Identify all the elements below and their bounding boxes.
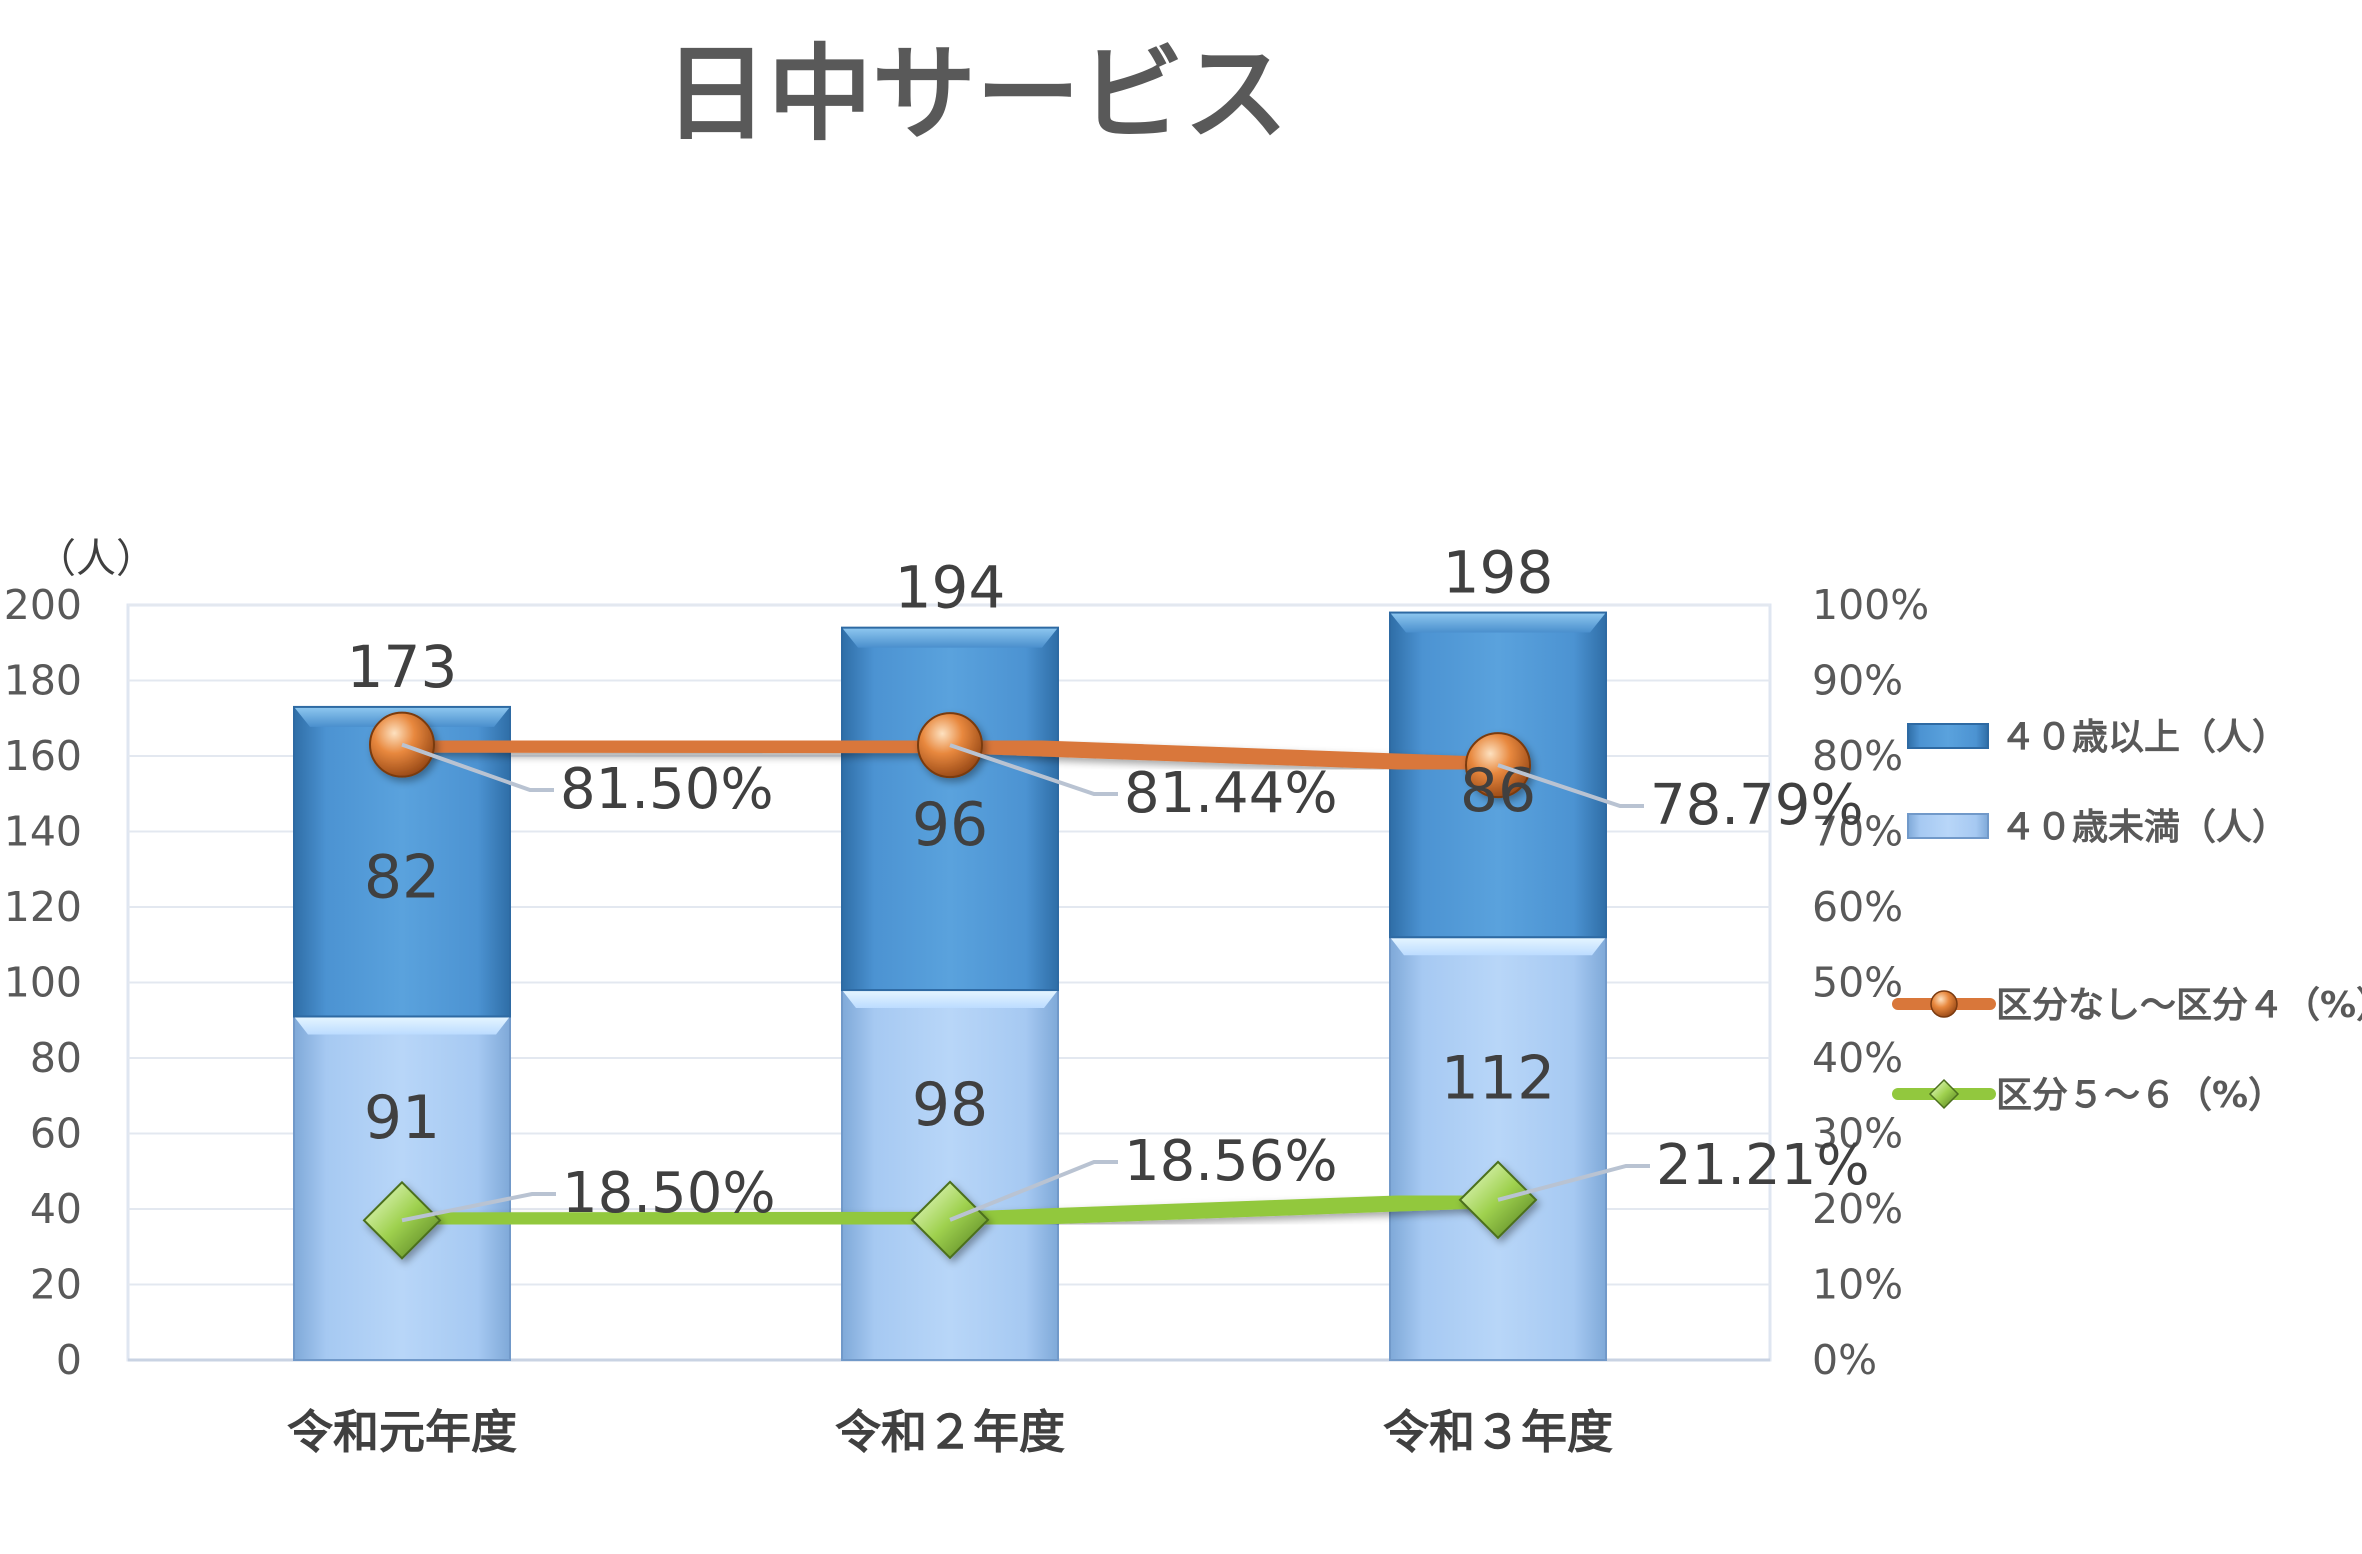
left-tick-label: 120 [4, 883, 82, 931]
bar-under40-label: 112 [1441, 1044, 1556, 1114]
bar-total-label: 194 [895, 554, 1006, 622]
bar-40plus-outline [293, 705, 511, 1018]
right-tick-label: 90% [1812, 657, 1903, 705]
kubun-5-6-label: 18.56% [1124, 1129, 1338, 1194]
leader-line [949, 743, 1118, 796]
bar-under40-bevel [294, 1016, 510, 1035]
legend-label: ４０歳未満（人） [2000, 807, 2288, 848]
left-tick-label: 40 [30, 1185, 82, 1233]
left-tick-label: 140 [4, 808, 82, 856]
right-tick-label: 50% [1812, 959, 1903, 1007]
kubun-none-4-label: 81.44% [1124, 761, 1338, 826]
right-axis-ticks: 0% 10% 20% 30% 40% 50% 60% 70% 80% 90% 100% [1812, 581, 1929, 1384]
category-label: 令和２年度 [835, 1405, 1065, 1459]
right-tick-label: 100% [1812, 581, 1929, 629]
right-tick-label: 0% [1812, 1336, 1877, 1384]
legend-label: 区分なし～区分４（%） [1996, 985, 2362, 1026]
kubun-5-6-label: 18.50% [562, 1161, 776, 1226]
bar-40plus-label: 96 [912, 790, 988, 860]
legend-marker-circle [1930, 990, 1958, 1018]
legend-marker-diamond [1928, 1078, 1960, 1110]
legend: ４０歳以上（人） ４０歳未満（人） 区分なし～区分４（%） 区分５～６（%） [1892, 717, 2362, 1116]
kubun-5-6-label: 21.21% [1656, 1133, 1870, 1198]
left-tick-label: 200 [4, 581, 82, 629]
bar-under40-label: 91 [364, 1083, 440, 1153]
left-tick-label: 20 [30, 1261, 82, 1309]
left-tick-label: 100 [4, 959, 82, 1007]
left-axis-unit-label: （人） [36, 536, 156, 582]
legend-label: 区分５～６（%） [1996, 1075, 2284, 1116]
legend-swatch-bar [1907, 813, 1989, 839]
kubun-none-4-label: 81.50% [560, 757, 774, 822]
bar-under40-bevel [842, 990, 1058, 1009]
bar-total-label: 173 [347, 633, 458, 701]
bar-40plus-outline [1389, 611, 1607, 939]
category-label: 令和３年度 [1383, 1405, 1613, 1459]
left-axis-ticks: 0 20 40 60 80 100 120 140 160 180 200 [4, 581, 82, 1384]
leader-line [1497, 763, 1644, 808]
bar-under40 [842, 990, 1058, 1360]
left-tick-label: 60 [30, 1110, 82, 1158]
right-tick-label: 30% [1812, 1110, 1903, 1158]
left-tick-label: 160 [4, 732, 82, 780]
data-labels: 91 82 173 98 96 194 112 86 198 81.50% 81.44% 78.79%… [347, 539, 1870, 1226]
bar-40plus-label: 82 [364, 843, 440, 913]
right-tick-label: 40% [1812, 1034, 1903, 1082]
kubun-none-4-label: 78.79% [1650, 773, 1864, 838]
bar-40plus [842, 627, 1058, 991]
legend-swatch-bar [1907, 723, 1989, 749]
bar-40plus-outline [841, 626, 1059, 992]
bar-40plus-bevel [842, 627, 1058, 648]
right-tick-label: 10% [1812, 1261, 1903, 1309]
bar-40plus-bevel [1390, 612, 1606, 633]
bar-40plus-label: 86 [1460, 756, 1536, 826]
leader-line [1497, 1164, 1650, 1202]
right-tick-label: 80% [1812, 732, 1903, 780]
legend-label: ４０歳以上（人） [2000, 717, 2288, 758]
left-tick-label: 180 [4, 657, 82, 705]
left-tick-label: 0 [56, 1336, 82, 1384]
chart-title: 日中サービス [664, 33, 1288, 155]
leader-line [401, 1192, 556, 1223]
category-labels: 令和元年度 令和２年度 令和３年度 [287, 1405, 1613, 1459]
bar-under40-bevel [1390, 937, 1606, 956]
bar-under40 [1390, 937, 1606, 1360]
right-tick-label: 60% [1812, 883, 1903, 931]
left-tick-label: 80 [30, 1034, 82, 1082]
bars [293, 611, 1607, 1361]
right-tick-label: 20% [1812, 1185, 1903, 1233]
leader-line [401, 742, 554, 792]
category-label: 令和元年度 [287, 1405, 517, 1459]
bar-under40-label: 98 [912, 1070, 988, 1140]
right-tick-label: 70% [1812, 808, 1903, 856]
leader-line [949, 1160, 1118, 1222]
bar-total-label: 198 [1443, 539, 1554, 607]
